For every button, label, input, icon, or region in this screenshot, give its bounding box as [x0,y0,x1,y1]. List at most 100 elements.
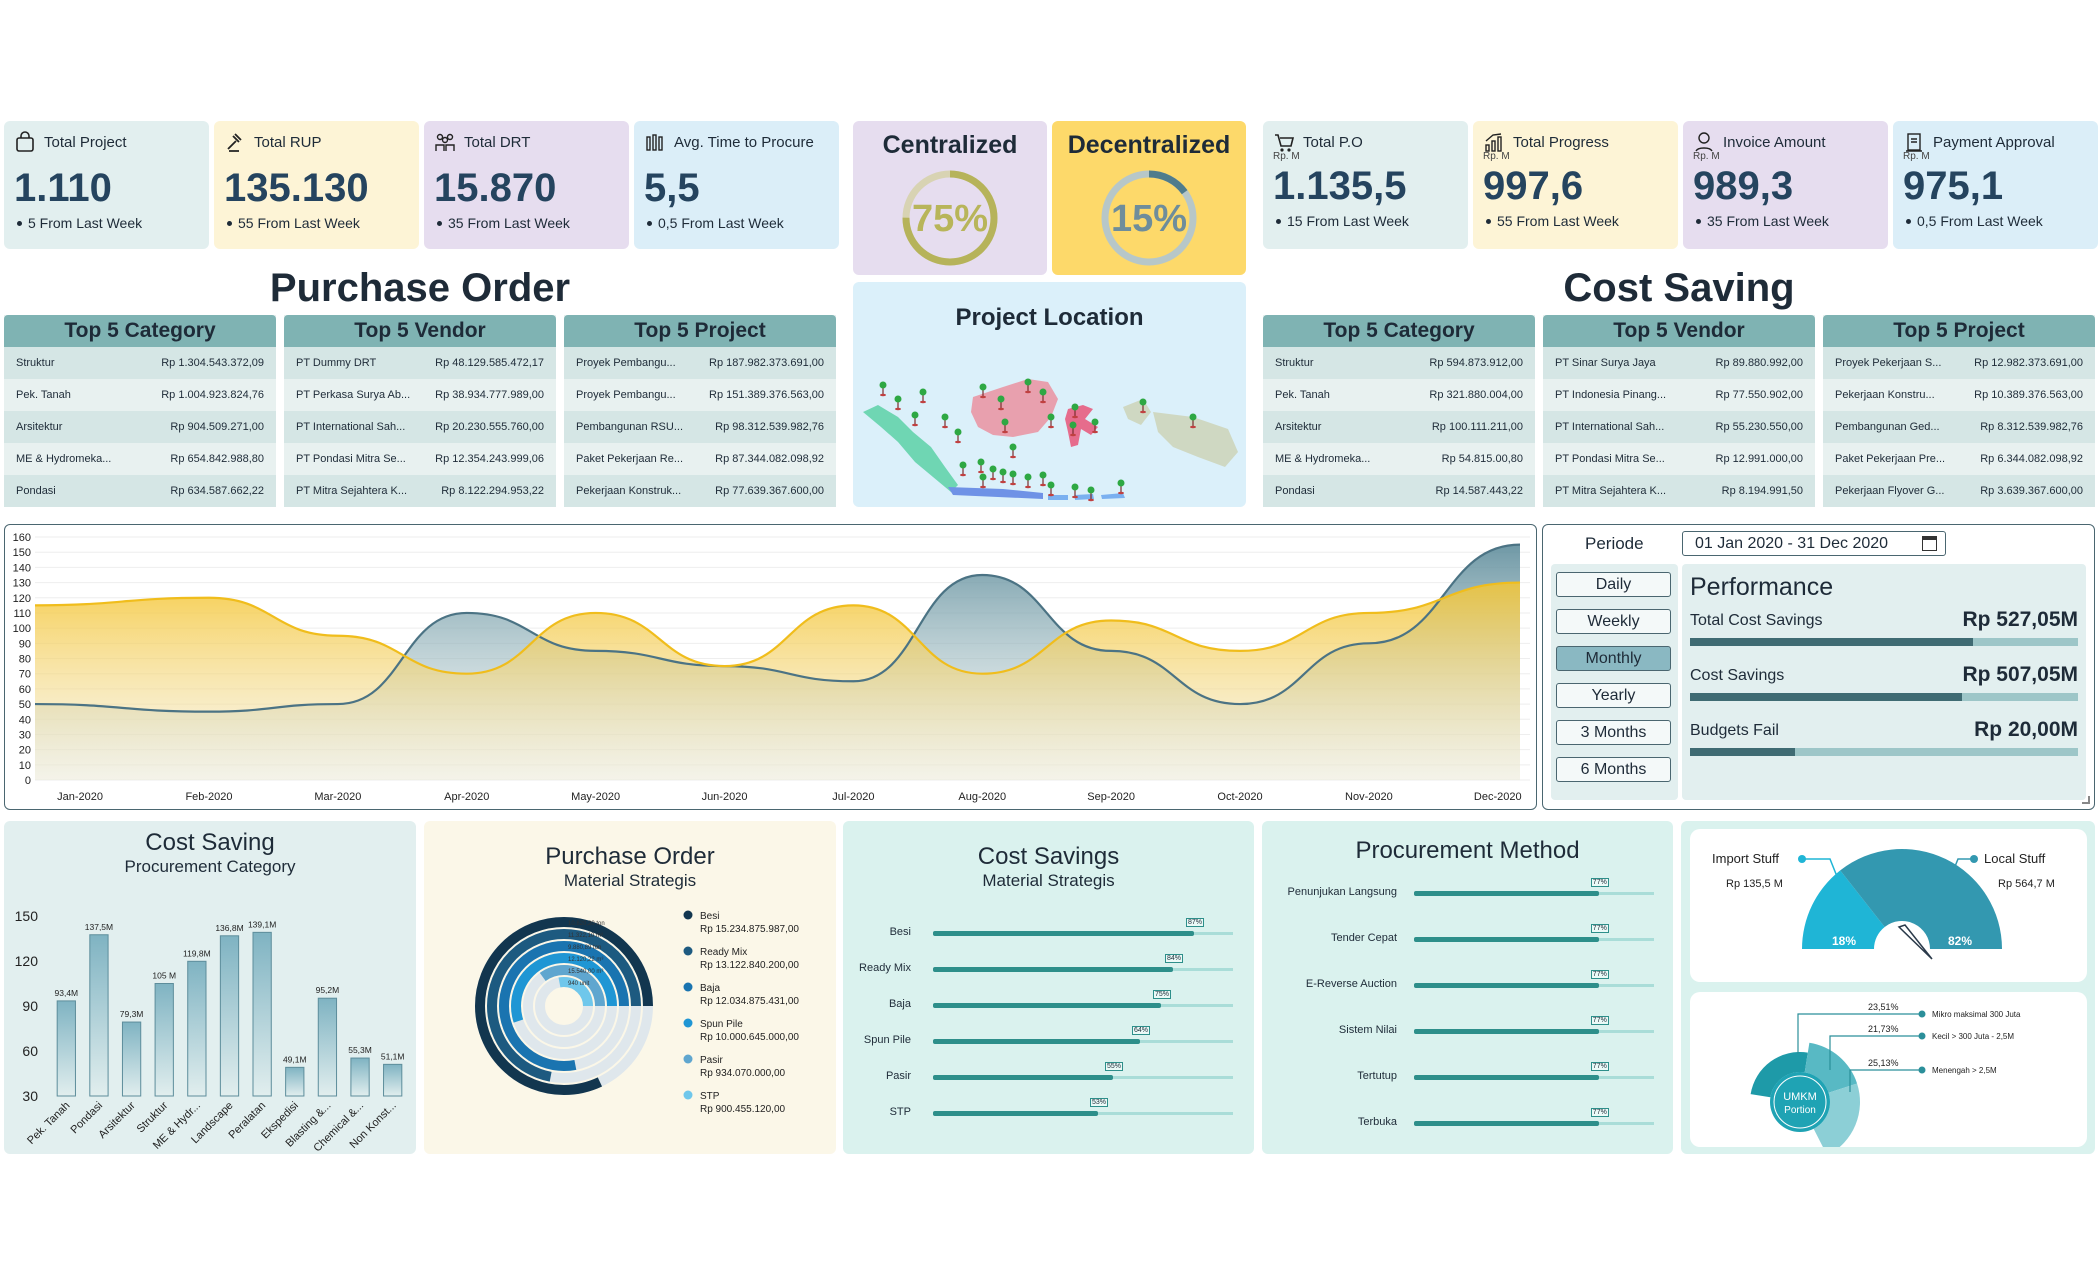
location-pin-icon[interactable] [1189,413,1197,429]
table-row[interactable]: Struktur Rp 1.304.543.372,09 [4,347,276,379]
period-button-yearly[interactable]: Yearly [1556,683,1671,708]
location-pin-icon[interactable] [997,395,1005,411]
bar[interactable] [89,934,109,1097]
location-pin-icon[interactable] [1139,398,1147,414]
location-pin-icon[interactable] [1009,470,1017,486]
ring-segment[interactable] [499,941,629,1071]
progress-fill [933,967,1173,972]
local-segment[interactable] [1840,849,2002,949]
table-row[interactable]: Pekerjaan Konstru... Rp 10.389.376.563,00 [1823,379,2095,411]
table-row[interactable]: Paket Pekerjaan Pre... Rp 6.344.082.098,9… [1823,443,2095,475]
periode-date-picker[interactable]: 01 Jan 2020 - 31 Dec 2020 [1682,531,1946,556]
period-button-weekly[interactable]: Weekly [1556,609,1671,634]
location-pin-icon[interactable] [1117,479,1125,495]
table-row[interactable]: Pek. Tanah Rp 321.880.004,00 [1263,379,1535,411]
bar[interactable] [317,997,338,1097]
location-pin-icon[interactable] [1047,481,1055,497]
bar[interactable] [285,1066,305,1097]
import-segment[interactable] [1802,870,1885,949]
table-row[interactable]: Proyek Pekerjaan S... Rp 12.982.373.691,0… [1823,347,2095,379]
umkm-segment[interactable] [1804,1042,1858,1093]
table-row[interactable]: Pekerjaan Flyover G... Rp 3.639.367.600,0… [1823,475,2095,507]
table-row[interactable]: Proyek Pembangu... Rp 187.982.373.691,00 [564,347,836,379]
bar[interactable] [154,983,174,1097]
table-row[interactable]: Paket Pekerjaan Re... Rp 87.344.082.098,9… [564,443,836,475]
kpi-label: Total RUP [254,133,322,151]
table-row[interactable]: PT Pondasi Mitra Se... Rp 12.354.243.999,… [284,443,556,475]
ring-segment[interactable] [511,953,617,1059]
bar-label: 51,1M [381,1051,405,1061]
location-pin-icon[interactable] [954,428,962,444]
location-pin-icon[interactable] [977,458,985,474]
location-pin-icon[interactable] [941,413,949,429]
table-row[interactable]: PT Dummy DRT Rp 48.129.585.472,17 [284,347,556,379]
table-row[interactable]: Struktur Rp 594.873.912,00 [1263,347,1535,379]
location-pin-icon[interactable] [1091,418,1099,434]
period-button-daily[interactable]: Daily [1556,572,1671,597]
table-row[interactable]: PT Sinar Surya Jaya Rp 89.880.992,00 [1543,347,1815,379]
scroll-corner-icon[interactable] [2082,796,2090,804]
ring-segment[interactable] [535,977,593,1035]
period-button-3-months[interactable]: 3 Months [1556,720,1671,745]
bar[interactable] [187,960,207,1097]
bar[interactable] [56,1000,76,1097]
bar[interactable] [121,1021,142,1097]
location-pin-icon[interactable] [1069,421,1077,437]
table-row[interactable]: Pek. Tanah Rp 1.004.923.824,76 [4,379,276,411]
table-row[interactable]: PT Indonesia Pinang... Rp 77.550.902,00 [1543,379,1815,411]
ring-segment[interactable] [523,965,605,1047]
table-row[interactable]: PT Pondasi Mitra Se... Rp 12.991.000,00 [1543,443,1815,475]
bar[interactable] [383,1063,403,1097]
location-pin-icon[interactable] [979,473,987,489]
table-row[interactable]: PT Mitra Sejahtera K... Rp 8.122.294.953,… [284,475,556,507]
umkm-pct: 21,73% [1868,1024,1899,1034]
table-row[interactable]: PT Mitra Sejahtera K... Rp 8.194.991,50 [1543,475,1815,507]
table-row[interactable]: Pondasi Rp 14.587.443,22 [1263,475,1535,507]
table-row[interactable]: ME & Hydromeka... Rp 654.842.988,80 [4,443,276,475]
umkm-segment[interactable] [1813,1083,1860,1156]
location-pin-icon[interactable] [999,468,1007,484]
calendar-icon[interactable] [1922,536,1937,551]
table-row[interactable]: Pembangunan Ged... Rp 8.312.539.982,76 [1823,411,2095,443]
location-pin-icon[interactable] [894,395,902,411]
location-pin-icon[interactable] [1071,403,1079,419]
location-pin-icon[interactable] [1039,471,1047,487]
table-row[interactable]: Proyek Pembangu... Rp 151.389.376.563,00 [564,379,836,411]
location-pin-icon[interactable] [919,388,927,404]
location-pin-icon[interactable] [1047,413,1055,429]
location-pin-icon[interactable] [989,465,997,481]
location-pin-icon[interactable] [1071,483,1079,499]
umkm-center-label2: Portion [1784,1105,1816,1116]
table-row[interactable]: PT Perkasa Surya Ab... Rp 38.934.777.989,… [284,379,556,411]
bar[interactable] [252,931,272,1097]
table-row[interactable]: Pembangunan RSU... Rp 98.312.539.982,76 [564,411,836,443]
bar[interactable] [350,1057,370,1097]
location-pin-icon[interactable] [1039,388,1047,404]
x-tick-label: Feb-2020 [185,791,232,803]
bar[interactable] [219,935,240,1097]
table-row[interactable]: Arsitektur Rp 904.509.271,00 [4,411,276,443]
row-name: Arsitektur [16,421,63,433]
location-pin-icon[interactable] [1009,443,1017,459]
location-pin-icon[interactable] [879,381,887,397]
row-name: Pondasi [16,485,56,497]
location-pin-icon[interactable] [979,383,987,399]
bar-label: 119,8M [183,948,211,958]
table-row[interactable]: Arsitektur Rp 100.111.211,00 [1263,411,1535,443]
table-row[interactable]: Pekerjaan Konstruk... Rp 77.639.367.600,0… [564,475,836,507]
table-row[interactable]: Pondasi Rp 634.587.662,22 [4,475,276,507]
location-pin-icon[interactable] [1001,418,1009,434]
period-button-6-months[interactable]: 6 Months [1556,757,1671,782]
location-pin-icon[interactable] [1024,378,1032,394]
table-row[interactable]: PT International Sah... Rp 55.230.550,00 [1543,411,1815,443]
table-row[interactable]: ME & Hydromeka... Rp 54.815.00,80 [1263,443,1535,475]
umkm-segment[interactable] [1750,1052,1808,1098]
location-pin-icon[interactable] [911,411,919,427]
table-row[interactable]: PT International Sah... Rp 20.230.555.760… [284,411,556,443]
location-pin-icon[interactable] [959,461,967,477]
ring-segment[interactable] [487,929,641,1083]
location-pin-icon[interactable] [1024,473,1032,489]
location-pin-icon[interactable] [1087,486,1095,502]
period-button-monthly[interactable]: Monthly [1556,646,1671,671]
ring-segment[interactable] [475,917,653,1095]
